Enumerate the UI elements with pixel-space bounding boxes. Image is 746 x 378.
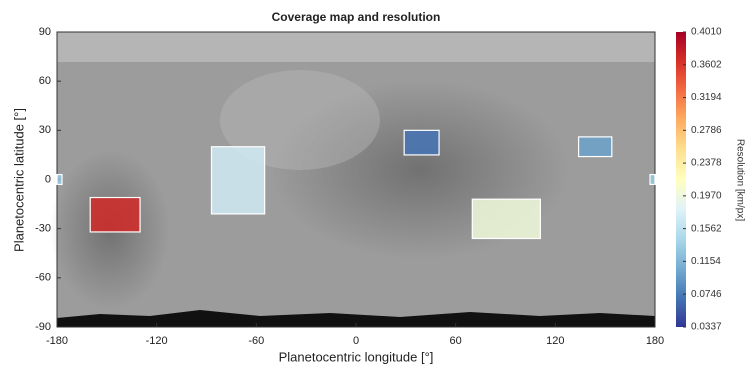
chart-title: Coverage map and resolution [272, 10, 441, 24]
colorbar-tick-label: 0.0746 [691, 289, 722, 300]
colorbar-tick-label: 0.1970 [691, 190, 722, 201]
basemap [50, 32, 655, 327]
x-tick-label: -120 [146, 335, 168, 347]
y-tick-label: -60 [35, 272, 51, 284]
colorbar-tick-label: 0.1562 [691, 223, 722, 234]
x-tick-label: 180 [646, 335, 664, 347]
chart: Coverage map and resolution Planetocentr… [0, 0, 746, 373]
page: {"chart_data":{"type":"coverage-map","ti… [0, 0, 746, 378]
colorbar-tick-label: 0.4010 [691, 27, 722, 38]
coverage-region [404, 130, 439, 155]
y-axis-label: Planetocentric latitude [°] [11, 108, 26, 252]
coverage-region [472, 199, 540, 238]
colorbar-tick-label: 0.3194 [691, 92, 722, 103]
x-tick-label: 120 [546, 335, 564, 347]
x-tick-label: -180 [46, 335, 68, 347]
x-tick-label: 60 [450, 335, 462, 347]
colorbar-tick-label: 0.0337 [691, 322, 722, 333]
colorbar-tick-label: 0.1154 [691, 256, 721, 267]
x-axis-label: Planetocentric longitude [°] [279, 349, 434, 364]
y-tick-label: 60 [39, 75, 51, 87]
x-tick-label: -60 [248, 335, 264, 347]
y-tick-label: 90 [39, 26, 51, 38]
colorbar [676, 32, 686, 327]
colorbar-tick-label: 0.3602 [691, 59, 722, 70]
x-tick-label: 0 [353, 335, 359, 347]
y-tick-label: -90 [35, 321, 51, 333]
coverage-region [211, 147, 264, 214]
coverage-region [57, 175, 62, 185]
y-tick-label: -30 [35, 223, 51, 235]
coverage-region [579, 137, 612, 157]
coverage-region [650, 175, 655, 185]
colorbar-tick-label: 0.2378 [691, 158, 722, 169]
colorbar-label: Resolution [km/px] [734, 139, 745, 221]
y-tick-label: 30 [39, 124, 51, 136]
colorbar-tick-label: 0.2786 [691, 125, 722, 136]
coverage-region [90, 198, 140, 232]
y-tick-label: 0 [45, 173, 51, 185]
